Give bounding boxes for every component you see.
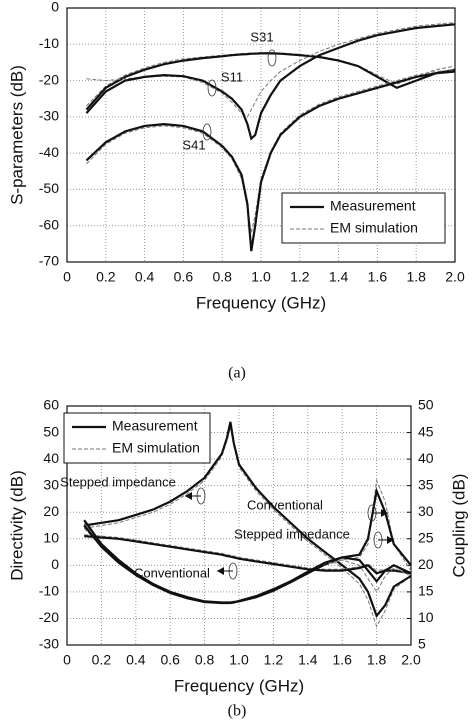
x-tick-label: 1.8 xyxy=(406,269,426,285)
y-tick-label: 60 xyxy=(43,397,59,413)
x-axis-label: Frequency (GHz) xyxy=(174,676,304,695)
x-tick-label: 2.0 xyxy=(401,652,421,668)
series-annotation: Conventional xyxy=(247,497,323,512)
plot-frame xyxy=(66,7,456,263)
y2-tick-label: 30 xyxy=(418,503,434,519)
x-tick-label: 0.4 xyxy=(135,269,155,285)
arrow-head xyxy=(217,567,224,575)
y2-tick-label: 15 xyxy=(418,583,434,599)
y-tick-label: 30 xyxy=(43,476,59,492)
series-annotation: S41 xyxy=(182,137,205,152)
series-line xyxy=(83,527,412,604)
y-tick-label: -10 xyxy=(39,35,59,51)
y2-tick-label: 20 xyxy=(418,556,434,572)
series-line xyxy=(85,52,456,111)
x-tick-label: 1.6 xyxy=(332,652,352,668)
series-line xyxy=(84,535,412,575)
arrow-head xyxy=(185,492,192,500)
y2-tick-label: 45 xyxy=(418,423,434,439)
x-tick-label: 0 xyxy=(63,652,71,668)
x-tick-label: 0.2 xyxy=(92,652,112,668)
plot-frame xyxy=(66,405,412,646)
series-annotation: Stepped impedance xyxy=(234,526,350,541)
arrow-head xyxy=(381,509,388,517)
y-tick-label: -30 xyxy=(39,108,59,124)
annotation-ellipse xyxy=(267,49,277,67)
y-tick-label: 50 xyxy=(43,423,59,439)
legend-label: EM simulation xyxy=(112,440,200,456)
legend-box xyxy=(63,412,211,464)
arrow-head xyxy=(387,536,394,544)
y-tick-label: 0 xyxy=(51,0,59,15)
series-annotation: S11 xyxy=(221,69,243,84)
series-annotation: S31 xyxy=(250,29,273,44)
legend-label: EM simulation xyxy=(330,220,418,236)
series-line xyxy=(85,23,456,141)
x-tick-label: 2.0 xyxy=(445,269,465,285)
y-tick-label: -30 xyxy=(39,636,59,652)
y2-tick-label: 50 xyxy=(418,397,434,413)
legend-box xyxy=(281,192,446,244)
y2-tick-label: 10 xyxy=(418,609,434,625)
series-annotation: Stepped impedance xyxy=(60,474,176,489)
legend-label: Measurement xyxy=(330,198,416,214)
caption: (b) xyxy=(228,703,247,720)
y-tick-label: -40 xyxy=(39,144,59,160)
x-tick-label: 0.8 xyxy=(212,269,232,285)
x-axis-label: Frequency (GHz) xyxy=(196,293,326,312)
y2-tick-label: 25 xyxy=(418,529,434,545)
y-tick-label: -10 xyxy=(39,583,59,599)
x-tick-label: 0.8 xyxy=(195,652,215,668)
series-line xyxy=(83,524,412,605)
y2-tick-label: 35 xyxy=(418,476,434,492)
x-tick-label: 0.6 xyxy=(160,652,180,668)
y-tick-label: 20 xyxy=(43,503,59,519)
x-tick-label: 0 xyxy=(63,269,71,285)
annotation-ellipse xyxy=(207,79,217,97)
y-tick-label: 40 xyxy=(43,450,59,466)
y-tick-label: -20 xyxy=(39,71,59,87)
x-tick-label: 1.2 xyxy=(264,652,284,668)
caption: (a) xyxy=(228,365,246,382)
y-axis-label: S-parameters (dB) xyxy=(7,65,26,205)
series-line xyxy=(85,70,456,252)
x-tick-label: 0.4 xyxy=(126,652,146,668)
series-annotation: Conventional xyxy=(134,565,210,580)
x-tick-label: 1.2 xyxy=(290,269,310,285)
x-tick-label: 0.2 xyxy=(96,269,116,285)
x-tick-label: 1.4 xyxy=(298,652,318,668)
y-tick-label: -60 xyxy=(39,216,59,232)
y-tick-label: -70 xyxy=(39,253,59,269)
x-tick-label: 0.6 xyxy=(174,269,194,285)
y-tick-label: 0 xyxy=(51,556,59,572)
y-tick-label: 10 xyxy=(43,529,59,545)
series-line xyxy=(84,421,412,619)
y-tick-label: -50 xyxy=(39,180,59,196)
legend-label: Measurement xyxy=(112,418,198,434)
series-line xyxy=(84,534,412,573)
y-tick-label: -20 xyxy=(39,609,59,625)
x-tick-label: 1.4 xyxy=(329,269,349,285)
y-axis-label: Directivity (dB) xyxy=(7,470,26,581)
y2-axis-label: Coupling (dB) xyxy=(449,474,468,578)
y2-tick-label: 5 xyxy=(418,636,426,652)
x-tick-label: 1.0 xyxy=(251,269,271,285)
annotation-ellipse xyxy=(202,123,212,141)
series-line xyxy=(86,69,456,234)
y2-tick-label: 40 xyxy=(418,450,434,466)
x-tick-label: 1.0 xyxy=(229,652,249,668)
x-tick-label: 1.8 xyxy=(367,652,387,668)
x-tick-label: 1.6 xyxy=(368,269,388,285)
